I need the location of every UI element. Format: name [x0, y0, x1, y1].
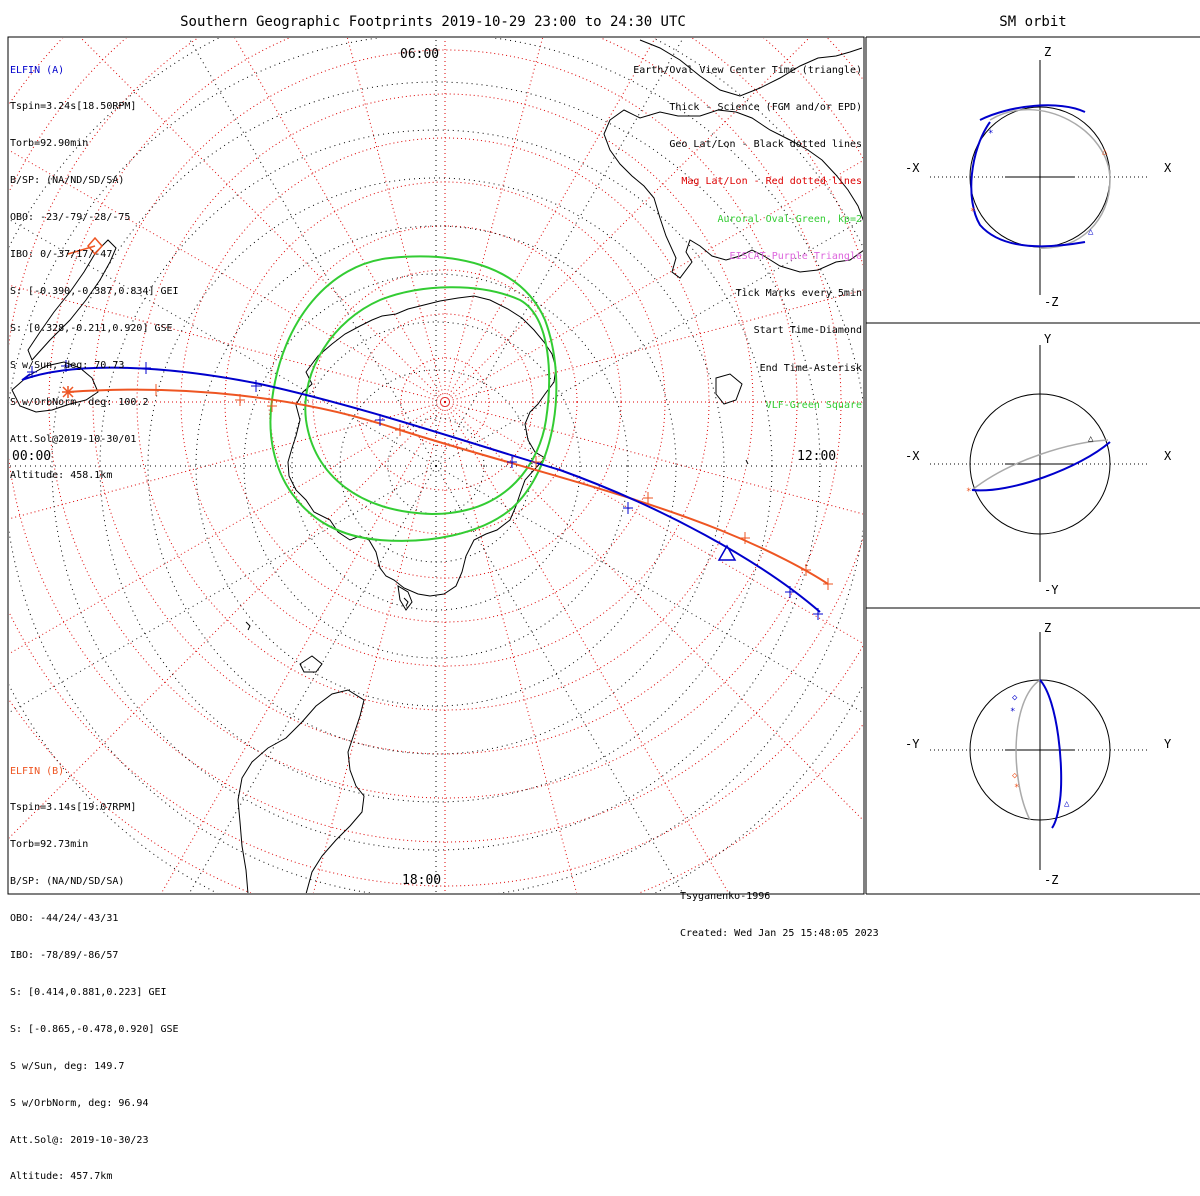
sm1-orbit-gray	[989, 109, 1111, 249]
legend-item: VLF-Green Square	[765, 399, 862, 411]
legend-item: Auroral Oval-Green, kp=2	[717, 213, 863, 225]
elfin-b-start-diamond	[87, 236, 103, 256]
tasmania-coastline	[715, 373, 743, 405]
elfin-a-line: Altitude: 458.1km	[10, 470, 113, 482]
legend-item: Mag Lat/Lon - Red dotted lines	[681, 176, 862, 188]
legend-item: Thick - Science (FGM and/or EPD)	[669, 102, 862, 114]
model-name: Tsyganenko-1996	[680, 890, 771, 902]
elfin-b-line: S w/Sun, deg: 149.7	[10, 1060, 125, 1072]
clock-label-right: 12:00	[797, 449, 836, 464]
south-america-coastline	[237, 689, 365, 893]
antarctic-peninsula	[397, 585, 413, 611]
elfin-b-line: S: [-0.865,-0.478,0.920] GSE	[10, 1023, 179, 1035]
sm1-right-label: X	[1164, 161, 1172, 175]
elfin-a-line: Torb=92.90min	[10, 138, 89, 150]
elfin-a-name: ELFIN (A)	[10, 64, 65, 76]
legend-item: Earth/Oval View Center Time (triangle)	[633, 64, 862, 76]
sm1-left-label: -X	[905, 161, 920, 175]
elfin-b-line: Torb=92.73min	[10, 839, 89, 851]
mag-lat-lon-grid	[9, 38, 863, 893]
clock-label-top: 06:00	[400, 47, 439, 62]
elfin-b-line: S w/OrbNorm, deg: 96.94	[10, 1097, 149, 1109]
elfin-b-end-asterisk	[62, 386, 74, 398]
elfin-a-line: B/SP: (NA/ND/SD/SA)	[10, 175, 125, 187]
sm3-left-label: -Y	[905, 737, 920, 751]
tierra-del-fuego	[299, 655, 323, 673]
africa-coastline	[639, 39, 863, 97]
model-credit: Tsyganenko-1996 Created: Wed Jan 25 15:4…	[680, 866, 879, 953]
sm1-orbit-a	[970, 121, 1086, 248]
elfin-a-line: Tspin=3.24s[18.50RPM]	[10, 101, 137, 113]
australia-coastline	[603, 109, 863, 279]
sm3-right-label: Y	[1164, 737, 1172, 751]
elfin-a-line: S: [0.328,-0.211,0.920] GSE	[10, 322, 173, 334]
sm-panel-xy: * △ Y -Y -X X	[905, 332, 1172, 597]
elfin-a-track	[21, 366, 821, 613]
elfin-b-line: OBO: -44/24/-43/31	[10, 913, 119, 925]
svg-text:*: *	[988, 129, 993, 139]
elfin-a-line: S: [-0.390,-0.387,0.834] GEI	[10, 285, 179, 297]
created-timestamp: Created: Wed Jan 25 15:48:05 2023	[680, 928, 879, 940]
svg-text:*: *	[1010, 707, 1015, 717]
southern-footprint-map: 06:00 00:00 12:00 18:00 * * △ △ Z -Z -X …	[7, 36, 1200, 895]
elfin-b-info: ELFIN (B) Tspin=3.14s[19.07RPM] Torb=92.…	[10, 741, 179, 1196]
view-center-triangle	[717, 544, 737, 561]
small-island-1	[245, 621, 251, 631]
elfin-b-line: Altitude: 457.7km	[10, 1171, 113, 1183]
auroral-oval-inner	[304, 286, 551, 516]
elfin-a-line: IBO: 0/-37/17/-47	[10, 249, 113, 261]
sm-orbit-title: SM orbit	[999, 14, 1067, 30]
sm1-top-label: Z	[1044, 45, 1051, 59]
legend-item: EISCAT-Purple Triangle	[729, 250, 862, 262]
svg-text:*: *	[970, 207, 975, 217]
geo-lat-lon-grid	[9, 38, 863, 893]
new-zealand-coastline	[11, 239, 117, 413]
map-frame	[7, 36, 865, 895]
svg-text:*: *	[966, 487, 971, 497]
elfin-a-line: Att.Sol@2019-10-30/01	[10, 433, 137, 445]
sm2-left-label: -X	[905, 449, 920, 463]
legend-item: Tick Marks every 5min	[735, 288, 862, 300]
legend-item: Geo Lat/Lon - Black dotted lines	[669, 139, 862, 151]
elfin-b-track	[67, 388, 829, 585]
svg-text:◇: ◇	[1012, 771, 1018, 781]
svg-text:△: △	[1064, 799, 1070, 809]
svg-text:△: △	[1088, 227, 1094, 237]
clock-label-bottom: 18:00	[402, 873, 441, 888]
sm3-top-label: Z	[1044, 621, 1051, 635]
elfin-b-line: S: [0.414,0.881,0.223] GEI	[10, 986, 167, 998]
track-tick-marks	[27, 360, 833, 620]
elfin-b-line: Tspin=3.14s[19.07RPM]	[10, 802, 137, 814]
elfin-b-line: IBO: -78/89/-86/57	[10, 950, 119, 962]
elfin-b-name: ELFIN (B)	[10, 765, 65, 777]
legend-item: Start Time-Diamond	[753, 325, 862, 337]
elfin-a-line: S w/OrbNorm, deg: 100.2	[10, 396, 149, 408]
clock-label-left: 00:00	[12, 449, 51, 464]
svg-text:△: △	[1102, 147, 1108, 157]
sm1-bottom-label: -Z	[1044, 295, 1058, 309]
sm3-bottom-label: -Z	[1044, 873, 1058, 887]
map-legend: Earth/Oval View Center Time (triangle) T…	[633, 40, 862, 425]
small-island-3	[745, 459, 749, 465]
sm2-top-label: Y	[1044, 332, 1052, 346]
sm-panel-xz: * * △ △ Z -Z -X X	[905, 45, 1172, 309]
sm2-right-label: X	[1164, 449, 1172, 463]
small-island-2	[403, 597, 409, 607]
map-title: Southern Geographic Footprints 2019-10-2…	[180, 14, 686, 30]
svg-text:△: △	[1088, 434, 1094, 444]
svg-text:*: *	[1014, 783, 1019, 793]
elfin-a-info: ELFIN (A) Tspin=3.24s[18.50RPM] Torb=92.…	[10, 40, 179, 495]
svg-text:◇: ◇	[1012, 693, 1018, 703]
sm2-bottom-label: -Y	[1044, 583, 1059, 597]
elfin-a-end-asterisk	[21, 373, 31, 381]
elfin-b-line: B/SP: (NA/ND/SD/SA)	[10, 876, 125, 888]
elfin-b-track-ext	[67, 245, 96, 255]
elfin-a-line: OBO: -23/-79/-28/-75	[10, 212, 131, 224]
elfin-a-line: S w/Sun, deg: 70.73	[10, 359, 125, 371]
legend-item: End Time-Asterisk	[759, 362, 862, 374]
elfin-b-line: Att.Sol@: 2019-10-30/23	[10, 1134, 149, 1146]
auroral-oval-outer	[269, 255, 558, 542]
sm-panel-yz: ◇ * ◇ * △ Z -Z -Y Y	[905, 621, 1172, 887]
